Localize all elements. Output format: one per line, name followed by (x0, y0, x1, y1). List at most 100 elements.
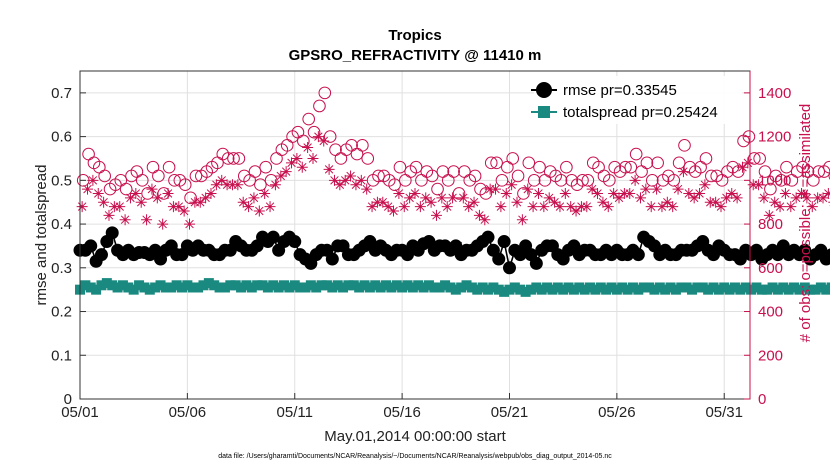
totalspread-point (402, 280, 413, 291)
possible-point (313, 99, 326, 113)
assimilated-point (597, 196, 609, 208)
assimilated-point (345, 170, 357, 182)
legend-rmse-label: rmse pr=0.33545 (563, 82, 677, 99)
totalspread-point (236, 282, 247, 293)
possible-point (184, 191, 197, 205)
totalspread-point (810, 284, 821, 295)
assimilated-point (796, 187, 808, 199)
totalspread-point (96, 280, 107, 291)
possible-point (747, 152, 761, 165)
y-tick-label: 0.1 (51, 347, 72, 364)
totalspread-point (585, 282, 596, 293)
possible-point (221, 152, 235, 165)
assimilated-point (291, 152, 303, 164)
totalspread-point (821, 284, 830, 295)
assimilated-point (194, 196, 206, 208)
assimilated-point (302, 142, 314, 154)
rmse-point (492, 252, 506, 266)
totalspread-point (300, 282, 311, 293)
totalspread-point (772, 284, 783, 295)
totalspread-point (778, 282, 789, 293)
possible-point (603, 174, 616, 187)
assimilated-point (785, 201, 797, 213)
totalspread-point (316, 280, 327, 291)
totalspread-point (321, 280, 332, 291)
assimilated-point (661, 196, 673, 208)
possible-point (356, 139, 369, 152)
assimilated-point (532, 187, 544, 199)
totalspread-point (381, 280, 392, 291)
legend-box (534, 76, 742, 124)
assimilated-point (307, 152, 319, 164)
totalspread-point (257, 280, 268, 291)
possible-point (468, 169, 482, 183)
possible-point (624, 160, 638, 174)
possible-point (452, 187, 466, 200)
x-tick-label: 05/11 (277, 404, 313, 421)
totalspread-point (799, 282, 810, 293)
series-possible (76, 86, 830, 205)
possible-point (490, 156, 503, 170)
totalspread-point (166, 282, 177, 293)
rmse-point (84, 239, 98, 253)
x-tick-label: 05/01 (61, 404, 99, 421)
possible-point (780, 160, 793, 174)
possible-point (651, 156, 664, 170)
totalspread-point (767, 282, 778, 293)
assimilated-point (506, 179, 518, 191)
assimilated-point (672, 183, 684, 195)
y-right-tick-label: 1400 (758, 85, 791, 102)
assimilated-point (173, 201, 185, 213)
totalspread-point (262, 282, 273, 293)
totalspread-point (660, 284, 671, 295)
possible-point (560, 160, 573, 174)
assimilated-point (645, 201, 657, 213)
totalspread-point (805, 284, 816, 295)
assimilated-point (350, 179, 362, 191)
totalspread-point (359, 280, 370, 291)
totalspread-point (182, 280, 193, 291)
assimilated-point (151, 192, 163, 204)
assimilated-point (339, 174, 351, 186)
assimilated-point (683, 187, 695, 199)
totalspread-point (472, 284, 483, 295)
possible-point (764, 182, 777, 196)
totalspread-point (756, 284, 767, 295)
x-axis-label: May.01,2014 00:00:00 start (324, 428, 506, 445)
assimilated-point (318, 135, 330, 147)
totalspread-point (311, 282, 322, 293)
assimilated-point (736, 161, 748, 173)
series-assimilated (76, 131, 830, 252)
totalspread-point (252, 280, 263, 291)
chart-subtitle: GPSRO_REFRACTIVITY @ 11410 m (289, 47, 542, 64)
assimilated-point (135, 196, 147, 208)
possible-point (141, 187, 154, 200)
assimilated-point (216, 174, 228, 186)
y-right-tick-label: 1200 (758, 129, 791, 146)
series-totalspread (75, 278, 830, 297)
possible-point (162, 160, 176, 174)
assimilated-point (522, 183, 534, 195)
possible-point (479, 187, 493, 200)
totalspread-point (214, 282, 225, 293)
possible-point (119, 182, 133, 196)
x-tick-label: 05/21 (491, 404, 529, 421)
rmse-point (94, 248, 108, 262)
totalspread-point (348, 280, 359, 291)
possible-point (425, 169, 439, 183)
assimilated-point (715, 201, 727, 213)
possible-point (699, 152, 713, 165)
possible-point (447, 165, 460, 178)
totalspread-point (327, 282, 338, 293)
assimilated-point (790, 192, 802, 204)
totalspread-point (622, 284, 633, 295)
rmse-point (631, 248, 645, 262)
totalspread-point (697, 282, 708, 293)
y-right-tick-label: 600 (758, 260, 783, 277)
assimilated-point (382, 201, 394, 213)
totalspread-point (91, 284, 102, 295)
totalspread-point (729, 282, 740, 293)
assimilated-point (361, 183, 373, 195)
totalspread-point (794, 284, 805, 295)
totalspread-point (386, 282, 397, 293)
